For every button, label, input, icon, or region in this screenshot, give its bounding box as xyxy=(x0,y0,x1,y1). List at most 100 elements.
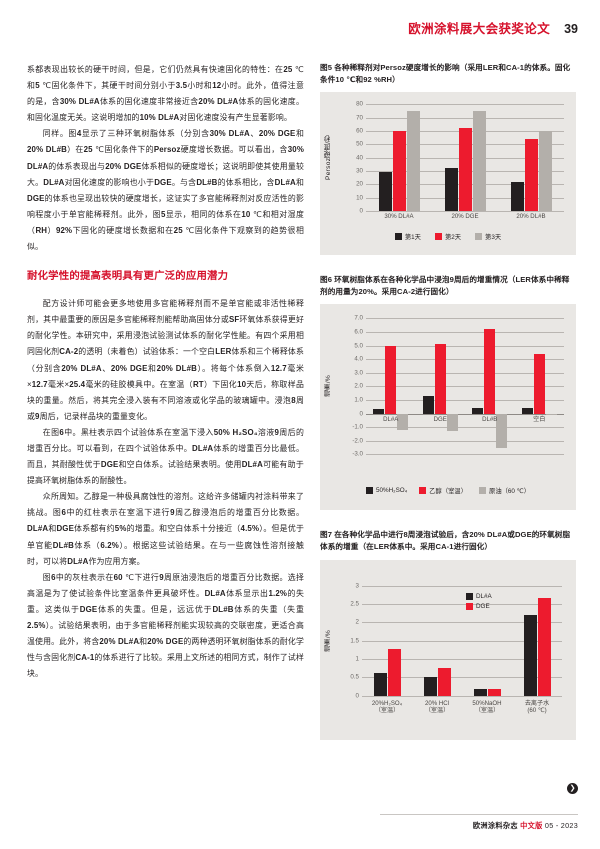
gridline xyxy=(366,345,564,347)
bar xyxy=(437,668,451,696)
bar xyxy=(510,181,524,212)
legend-label: 原油（60 ℃） xyxy=(489,488,531,496)
legend-item: 50%H₂SO₄ xyxy=(365,487,408,495)
bar xyxy=(538,130,552,212)
bar xyxy=(473,689,487,696)
y-axis-label: 增重/% xyxy=(325,629,332,652)
bar xyxy=(434,344,446,414)
gridline xyxy=(362,585,562,587)
footer-brand: 欧洲涂料杂志 xyxy=(472,821,518,830)
bar xyxy=(524,138,538,212)
y-axis-tick: 2.5 xyxy=(350,600,359,608)
legend-swatch-icon xyxy=(466,592,473,600)
bar xyxy=(472,408,484,414)
y-axis-tick: 20 xyxy=(356,180,363,188)
x-axis-tick: DL#A xyxy=(383,415,399,423)
bar xyxy=(523,614,537,696)
bar xyxy=(472,110,486,212)
x-axis-tick: 20%H₂SO₄ （室温） xyxy=(371,699,403,715)
gridline xyxy=(362,622,562,624)
legend-item: 乙醇（室温） xyxy=(419,486,467,495)
bar xyxy=(373,409,385,414)
legend-label: DL#A xyxy=(476,592,492,600)
bar xyxy=(458,128,472,212)
footer-rule xyxy=(380,814,578,815)
legend-label: 第3天 xyxy=(485,234,502,242)
gridline xyxy=(362,603,562,605)
gridline xyxy=(366,372,564,374)
paragraph: 配方设计师可能会更多地使用多官能稀释剂而不是单官能或非活性稀释剂，其中最重要的原… xyxy=(27,299,305,421)
gridline xyxy=(362,677,562,679)
section-heading: 耐化学性的提高表明具有更广泛的应用潜力 xyxy=(27,271,229,283)
right-column: 图5 各种稀释剂对Persoz硬度增长的影响（采用LER和CA-1的体系。固化条… xyxy=(320,62,576,740)
gridline xyxy=(362,658,562,660)
y-axis-tick: 10 xyxy=(356,194,363,202)
y-axis-tick: 70 xyxy=(356,114,363,122)
chart-legend: DL#A DGE xyxy=(466,592,492,613)
gridline xyxy=(366,399,564,401)
figure-7-chart: 增重/% 0 0.5 1 1.5 2 2.5 3 20%H₂SO₄ （室温） 20% HCl （室温）… xyxy=(320,559,576,740)
bar xyxy=(406,110,420,212)
gridline xyxy=(366,318,564,320)
bar xyxy=(545,413,557,415)
y-axis-tick: 30 xyxy=(356,167,363,175)
y-axis-tick: 1.0 xyxy=(354,396,363,404)
x-axis-tick: DL#B xyxy=(482,415,498,423)
gridline xyxy=(366,427,564,429)
paragraph: 同样。图4显示了三种环氧树脂体系（分别含30% DL#A、20% DGE和20%… xyxy=(27,129,305,252)
legend-swatch-icon xyxy=(365,487,373,495)
y-axis-label: Persoz硬度/秒 xyxy=(325,135,332,181)
y-axis-tick: -2.0 xyxy=(352,437,363,445)
bar xyxy=(484,329,496,414)
gridline xyxy=(366,454,564,456)
y-axis-tick: 60 xyxy=(356,127,363,135)
y-axis-tick: 1 xyxy=(355,655,359,663)
gridline xyxy=(366,211,564,213)
y-axis-tick: 2.0 xyxy=(354,382,363,390)
legend-swatch-icon xyxy=(394,233,402,241)
figure-6-chart: 增重/% -3.0 -2.0 -1.0 0 1.0 2.0 3.0 4.0 5.0 6.0 7.0 DL… xyxy=(320,304,576,511)
y-axis-tick: -1.0 xyxy=(352,423,363,431)
gridline xyxy=(362,640,562,642)
legend-label: 50%H₂SO₄ xyxy=(375,487,408,495)
y-axis-tick: 5.0 xyxy=(354,342,363,350)
y-axis-label: 增重/% xyxy=(325,375,332,398)
next-page-arrow[interactable]: ❯ xyxy=(567,783,578,794)
x-axis-tick: 空白 xyxy=(533,415,546,423)
gridline xyxy=(366,413,564,415)
y-axis-tick: 4.0 xyxy=(354,355,363,363)
legend-label: 乙醇（室温） xyxy=(429,488,468,496)
bar xyxy=(444,168,458,212)
bar xyxy=(422,395,434,414)
bar xyxy=(392,130,406,212)
legend-item: 原油（60 ℃） xyxy=(479,486,530,495)
figure-5-chart: Persoz硬度/秒 0 10 20 30 40 50 60 70 80 30% DL#A 20% D… xyxy=(320,92,576,256)
x-axis-tick: 50%NaOH （室温） xyxy=(472,699,502,715)
bar xyxy=(387,648,401,696)
y-axis-tick: 1.5 xyxy=(350,637,359,645)
bar xyxy=(446,413,458,432)
bar xyxy=(496,413,508,448)
bar xyxy=(378,172,392,212)
footer-issue: 05 - 2023 xyxy=(544,821,578,830)
x-axis-tick: 30% DL#A xyxy=(384,213,414,221)
gridline xyxy=(366,331,564,333)
footer-edition: 中文版 xyxy=(520,821,543,830)
left-column: 系都表现出较长的硬干时间，但是，它们仍然具有快速固化的特性：在25 ℃和5 ℃固… xyxy=(27,62,304,682)
gridline xyxy=(366,440,564,442)
y-axis-tick: 2 xyxy=(355,618,359,626)
figure-7-caption: 图7 在各种化学品中进行8周浸泡试验后，含20% DL#A或DGE的环氧树脂体系… xyxy=(320,530,571,551)
y-axis-tick: 50 xyxy=(356,140,363,148)
y-axis-tick: 7.0 xyxy=(354,314,363,322)
y-axis-tick: 3.0 xyxy=(354,369,363,377)
y-axis-tick: 0 xyxy=(355,692,359,700)
header-title: 欧洲涂料展大会获奖论文 xyxy=(408,22,551,36)
legend-label: DGE xyxy=(476,602,490,610)
bar xyxy=(423,677,437,696)
legend-swatch-icon xyxy=(475,233,483,241)
bar xyxy=(373,672,387,696)
legend-item: DL#A xyxy=(466,592,492,600)
legend-item: DGE xyxy=(466,602,492,610)
legend-item: 第3天 xyxy=(475,232,501,241)
